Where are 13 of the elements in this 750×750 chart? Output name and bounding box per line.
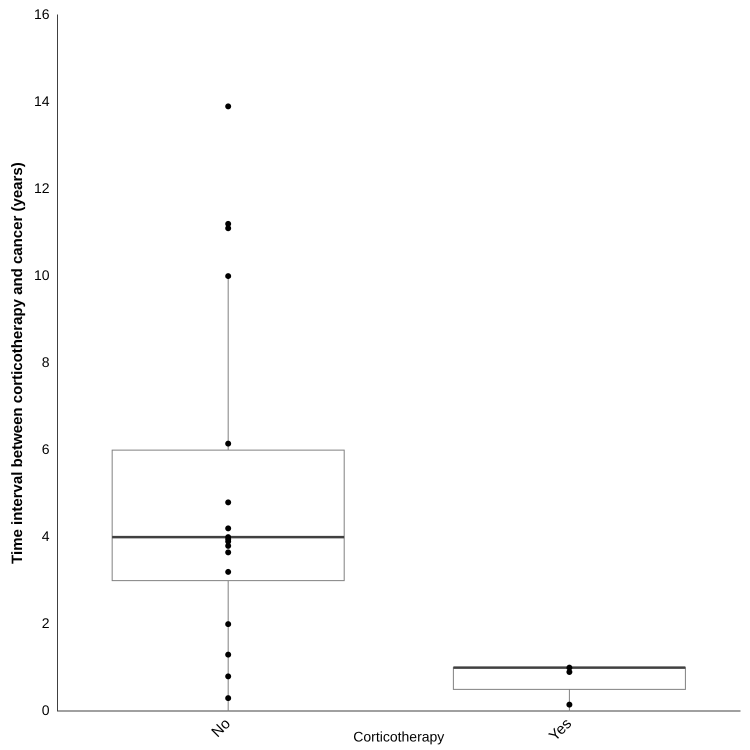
y-tick-label: 14: [34, 92, 50, 109]
x-axis-title: Corticotherapy: [353, 728, 444, 744]
y-tick-label: 4: [42, 528, 50, 544]
y-tick-label: 0: [42, 702, 50, 718]
y-tick-label: 10: [34, 266, 50, 283]
y-axis-title: Time interval between corticotherapy and cancer (years): [9, 162, 26, 564]
y-tick-label: 8: [42, 354, 50, 370]
y-tick-label: 12: [34, 180, 50, 196]
y-tick-label: 16: [34, 6, 50, 22]
y-tick-label: 2: [42, 615, 50, 632]
x-tick-label: No: [208, 715, 234, 741]
y-tick-label: 6: [42, 440, 50, 457]
x-tick-label: Yes: [546, 715, 576, 745]
